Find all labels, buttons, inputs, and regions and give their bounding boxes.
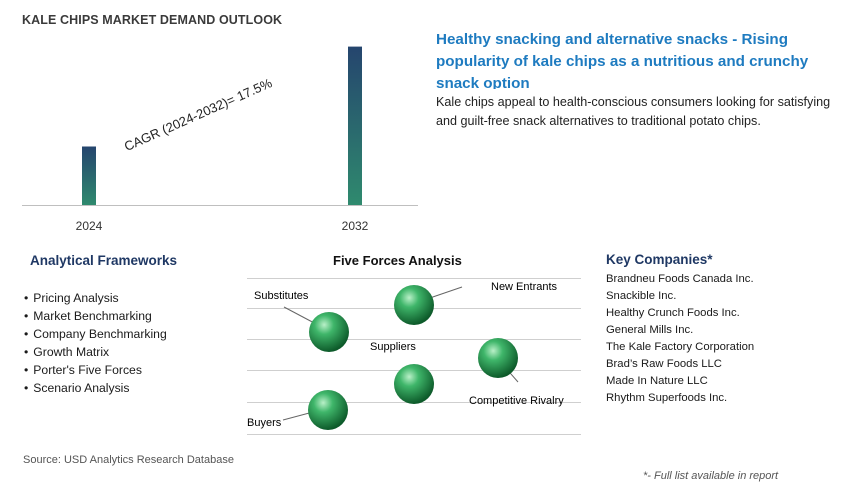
tick-labels-group: 2024 2032 (76, 219, 369, 233)
bar-chart: 2024 2032 (22, 46, 418, 233)
sphere-new-entrants (394, 285, 434, 325)
company-item: Rhythm Superfoods Inc. (606, 392, 728, 404)
bar-2032 (348, 46, 362, 205)
label-new-entrants: New Entrants (491, 281, 558, 293)
source-note: Source: USD Analytics Research Database (23, 454, 234, 466)
company-item: Brandneu Foods Canada Inc. (606, 273, 754, 285)
bars-group (82, 46, 362, 205)
framework-item: Porter's Five Forces (24, 361, 167, 379)
label-suppliers: Suppliers (370, 341, 416, 353)
frameworks-title: Analytical Frameworks (30, 253, 178, 268)
force-gridlines (247, 278, 581, 435)
leader-new-entrants (423, 286, 463, 301)
five-forces-title: Five Forces Analysis (333, 253, 462, 268)
company-item: Brad’s Raw Foods LLC (606, 358, 722, 370)
label-competitive-rivalry: Competitive Rivalry (469, 395, 564, 407)
company-item: General Mills Inc. (606, 324, 694, 336)
company-item: The Kale Factory Corporation (606, 341, 755, 353)
framework-item: Pricing Analysis (24, 289, 167, 307)
bar-2024 (82, 146, 96, 205)
companies-list: Brandneu Foods Canada Inc. Snackible Inc… (606, 271, 754, 407)
framework-item: Market Benchmarking (24, 307, 167, 325)
leader-buyers (282, 411, 314, 421)
headline-title: Healthy snacking and alternative snacks … (436, 31, 809, 89)
sphere-buyers (308, 390, 348, 430)
full-list-note: *- Full list available in report (643, 470, 779, 482)
sphere-competitive-rivalry (478, 338, 518, 378)
leader-substitutes (283, 306, 319, 326)
chart-title: KALE CHIPS MARKET DEMAND OUTLOOK (22, 13, 283, 27)
frameworks-list: Pricing Analysis Market Benchmarking Com… (24, 289, 167, 397)
company-item: Healthy Crunch Foods Inc. (606, 307, 740, 319)
sphere-substitutes (309, 312, 349, 352)
framework-item: Scenario Analysis (24, 379, 167, 397)
force-leaders (282, 286, 519, 421)
label-buyers: Buyers (247, 417, 282, 429)
companies-title: Key Companies* (606, 252, 713, 267)
sphere-suppliers (394, 364, 434, 404)
framework-item: Company Benchmarking (24, 325, 166, 343)
headline-description: Kale chips appeal to health-conscious co… (436, 95, 831, 128)
company-item: Made In Nature LLC (606, 375, 708, 387)
framework-item: Growth Matrix (24, 343, 167, 361)
label-substitutes: Substitutes (254, 290, 309, 302)
x-tick-label-2024: 2024 (76, 219, 103, 233)
leader-competitive-rivalry (502, 364, 519, 383)
x-tick-label-2032: 2032 (342, 219, 369, 233)
company-item: Snackible Inc. (606, 290, 677, 302)
